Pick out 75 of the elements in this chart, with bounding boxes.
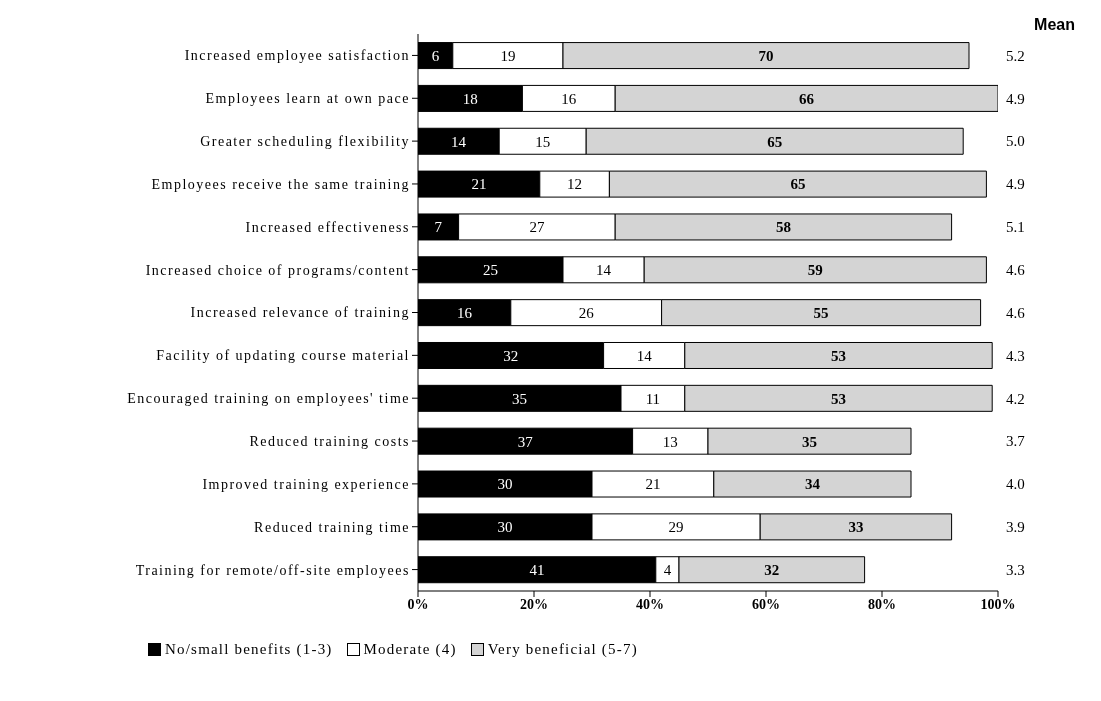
data-label: 12 [567, 176, 583, 193]
x-tick-label: 40% [636, 596, 664, 612]
data-label: 33 [848, 519, 864, 536]
x-tick-label: 100% [980, 596, 1016, 612]
data-label: 65 [790, 176, 806, 193]
text: 3.9 [1006, 519, 1025, 536]
text: Mean [1034, 16, 1075, 34]
data-label: 32 [503, 347, 519, 364]
data-label: 53 [831, 390, 846, 407]
y-tick-label: Increased employee satisfaction [184, 48, 410, 64]
data-label: 4 [663, 562, 672, 579]
data-label: 13 [662, 433, 678, 450]
data-label: 70 [758, 47, 774, 64]
data-label: 11 [645, 390, 661, 407]
data-label: 14 [451, 133, 467, 150]
data-label: 32 [764, 562, 780, 579]
text: 4.9 [1006, 90, 1025, 107]
data-label: 55 [813, 304, 829, 321]
data-label: 66 [799, 90, 815, 107]
data-label: 16 [561, 90, 577, 107]
data-label: 27 [529, 219, 545, 236]
y-tick-label: Improved training experience [202, 476, 410, 492]
x-tick-label: 80% [868, 596, 896, 612]
legend-label: No/small benefits (1-3) [165, 641, 333, 658]
y-tick-label: Facility of updating course material [156, 348, 410, 364]
data-label: 14 [636, 347, 653, 364]
data-label: 25 [483, 262, 498, 279]
y-tick-label: Training for remote/off-site employees [135, 562, 410, 578]
y-tick-label: Greater scheduling flexibility [200, 134, 410, 150]
data-label: 58 [775, 219, 791, 236]
data-label: 35 [512, 390, 527, 407]
y-tick-label: Employees receive the same training [151, 176, 410, 192]
data-label: 41 [529, 562, 545, 579]
data-label: 7 [434, 219, 443, 236]
text: 4.9 [1006, 176, 1025, 193]
data-label: 59 [807, 262, 823, 279]
data-label: 37 [517, 433, 534, 450]
y-tick-label: Increased effectiveness [245, 219, 410, 235]
text: 3.3 [1006, 561, 1025, 578]
data-label: 14 [596, 262, 612, 279]
y-tick-label: Increased choice of programs/content [145, 262, 410, 278]
text: 4.0 [1006, 476, 1025, 493]
x-tick-label: 60% [752, 596, 780, 612]
y-tick-label: Increased relevance of training [190, 305, 410, 321]
data-label: 19 [500, 47, 516, 64]
data-label: 26 [578, 304, 595, 321]
y-tick-label: Reduced training time [254, 519, 410, 535]
x-tick-label: 20% [520, 596, 548, 612]
data-label: 21 [645, 476, 661, 493]
text: 4.3 [1006, 347, 1025, 364]
text: 4.6 [1006, 261, 1026, 278]
data-label: 16 [456, 304, 473, 321]
data-label: 65 [767, 133, 783, 150]
y-tick-label: Employees learn at own pace [205, 91, 410, 107]
data-label: 18 [462, 90, 478, 107]
data-label: 53 [831, 347, 846, 364]
legend-label: Very beneficial (5-7) [487, 641, 638, 658]
data-label: 34 [804, 476, 821, 493]
data-label: 6 [431, 47, 440, 64]
text: 4.6 [1006, 304, 1026, 321]
data-label: 30 [497, 476, 513, 493]
data-label: 21 [471, 176, 487, 193]
text: 3.7 [1006, 433, 1026, 450]
legend-label: Moderate (4) [363, 641, 457, 658]
text: 5.0 [1006, 133, 1025, 150]
data-label: 15 [535, 133, 551, 150]
x-tick-label: 0% [407, 596, 429, 612]
text: 5.2 [1006, 47, 1025, 64]
data-label: 35 [802, 433, 817, 450]
text: 5.1 [1006, 219, 1025, 236]
data-label: 30 [497, 519, 513, 536]
text: 4.2 [1006, 390, 1025, 407]
y-tick-label: Encouraged training on employees' time [127, 391, 410, 407]
data-label: 29 [668, 519, 684, 536]
y-tick-label: Reduced training costs [249, 434, 410, 450]
